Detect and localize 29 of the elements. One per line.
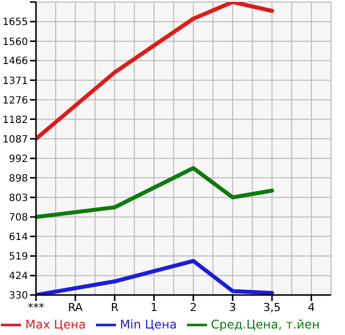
y-tick-label: 1276	[2, 95, 28, 106]
x-tick-label: RA	[68, 300, 84, 314]
legend-label: Max Цена	[25, 317, 86, 332]
x-tick-label: 1	[150, 300, 158, 314]
legend-label: Сред.Цена, т.йен	[210, 317, 320, 332]
y-tick-label: 1466	[2, 56, 28, 68]
x-tick-label: 3	[229, 300, 236, 314]
y-tick-label: 803	[8, 192, 28, 204]
legend-label: Min Цена	[120, 317, 177, 332]
y-tick-label: 708	[8, 212, 28, 224]
line-series	[36, 258, 274, 295]
x-tick-label: R	[110, 300, 119, 314]
y-tick-label: 992	[8, 154, 28, 165]
line-series	[36, 2, 274, 141]
x-tick-label: ***	[28, 300, 45, 314]
x-tick-label: 3,5	[263, 300, 281, 314]
y-tick-label: 898	[8, 173, 28, 184]
y-tick-label: 1655	[2, 17, 28, 28]
y-tick-label: 1371	[2, 76, 28, 87]
y-tick-label: 1560	[2, 36, 28, 48]
y-tick-label: 1087	[2, 134, 28, 146]
line-series	[36, 166, 274, 220]
y-tick-label: 614	[8, 232, 28, 243]
x-tick-label: 2	[190, 300, 197, 314]
y-tick-label: 330	[8, 290, 28, 302]
y-tick-label: 424	[8, 271, 28, 282]
y-tick-label: 1182	[2, 114, 28, 126]
y-tick-label: 519	[8, 252, 28, 263]
x-tick-label: 4	[308, 300, 315, 314]
